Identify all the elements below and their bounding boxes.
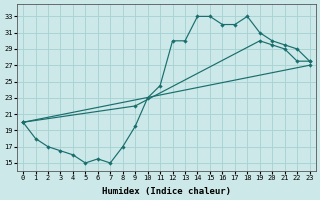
X-axis label: Humidex (Indice chaleur): Humidex (Indice chaleur) [102,187,231,196]
